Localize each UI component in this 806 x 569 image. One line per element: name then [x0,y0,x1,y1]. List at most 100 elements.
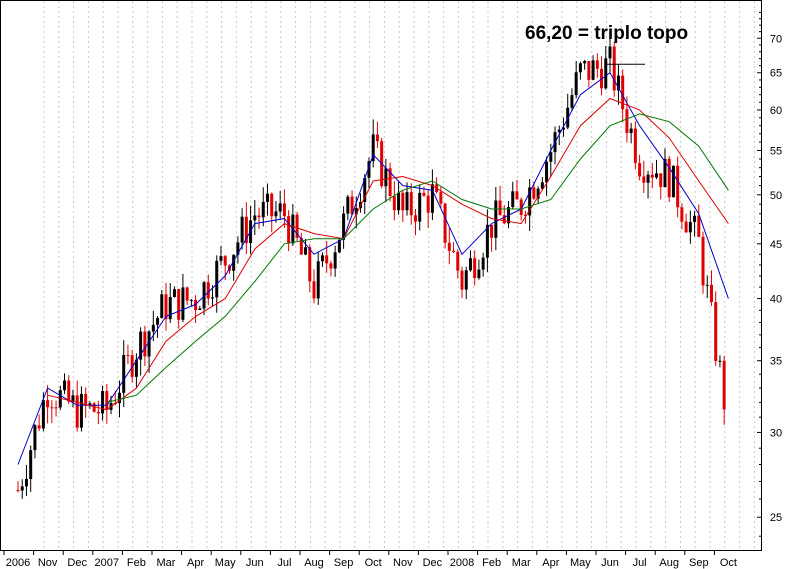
candle-body [287,216,291,244]
candle-body [20,486,24,491]
candle-body [693,215,697,222]
candle-body [638,163,642,177]
x-tick-label: Jul [633,557,647,569]
candle-body [304,247,308,255]
candle-body [270,193,274,217]
candle-body [295,214,299,238]
x-tick-label: Feb [482,557,501,569]
candle-body [680,207,684,222]
candle-body [215,260,219,298]
candle-body [240,216,244,243]
candle-body [633,128,637,164]
x-tick-label: 2008 [450,557,474,569]
candle-body [485,224,489,258]
candle-body [363,177,367,202]
candle-body [439,192,443,204]
candle-body [134,359,138,377]
candle-body [16,490,20,492]
candle-body [545,161,549,183]
plot-frame [0,0,762,551]
candle-body [397,192,401,211]
candle-body [147,331,151,357]
candle-body [58,390,62,408]
candle-body [447,242,451,251]
candle-body [24,478,28,487]
candle-body [460,270,464,290]
candle-body [456,251,460,271]
candle-body [536,188,540,199]
x-tick-label: Sep [689,557,709,569]
candle-body [709,284,713,303]
candle-body [650,174,654,178]
x-tick-label: Oct [720,557,737,569]
candle-body [354,208,358,215]
candle-body [46,400,50,408]
candle-body [29,450,33,479]
candle-body [587,61,591,80]
candle-body [561,127,565,130]
candle-body [139,331,143,360]
x-tick-label: Apr [187,557,204,569]
moving-averages [17,71,729,465]
candle-body [422,192,426,196]
candle-body [105,391,109,410]
annotation-text: 66,20 = triplo topo [525,23,688,44]
candle-body [37,425,41,429]
candle-body [278,203,282,212]
candle-body [583,61,587,64]
candle-body [591,60,595,80]
candle-body [164,294,168,320]
candle-body [126,355,130,357]
candle-body [418,192,422,222]
candle-body [473,258,477,279]
grid [43,1,755,550]
candle-body [316,261,320,299]
candle-body [211,297,215,299]
candle-body [401,192,405,211]
candle-body [257,215,261,218]
candle-body [160,294,164,319]
candle-body [629,128,633,133]
y-tick-label: 55 [770,145,782,157]
candle-body [261,201,265,218]
candle-body [177,289,181,320]
candle-body [329,263,333,269]
candle-body [540,182,544,189]
candle-body [621,75,625,110]
candle-body [151,324,155,332]
candle-body [130,355,134,377]
candle-body [88,403,92,406]
candle-body [33,425,37,451]
candle-body [663,158,667,188]
candle-body [194,299,198,311]
candle-body [684,221,688,233]
candle-body [350,196,354,215]
y-tick-label: 65 [770,68,782,80]
candle-body [676,165,680,208]
candle-body [718,360,722,362]
candle-body [367,161,371,178]
y-tick-label: 40 [770,294,782,306]
candle-body [667,158,671,198]
candle-body [143,331,147,357]
candle-body [223,256,227,266]
candle-body [490,224,494,238]
candle-body [481,257,485,270]
candle-body [92,403,96,412]
candle-body [75,395,79,428]
candle-body [67,380,71,402]
candle-body [299,237,303,255]
candle-body [616,75,620,91]
candle-body [523,214,527,216]
candle-body [244,216,248,244]
candle-body [79,393,83,428]
candle-body [659,173,663,188]
candle-body [528,187,532,216]
x-axis: 2006 Nov Dec 2007 Feb Mar Apr May Jun Jul Aug Sep Oc… [3,550,737,569]
candle-body [646,174,650,183]
candle-body [54,407,58,409]
candle-body [232,254,236,271]
candle-body [274,211,278,217]
candle-body [172,289,176,297]
candle-body [206,282,210,299]
